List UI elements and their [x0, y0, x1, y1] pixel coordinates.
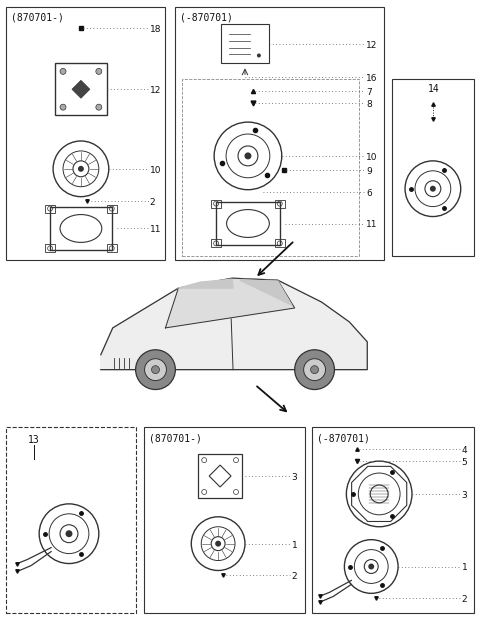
Text: (870701-): (870701-): [148, 433, 202, 443]
Text: 11: 11: [366, 221, 378, 229]
Polygon shape: [72, 81, 90, 98]
Circle shape: [78, 166, 84, 172]
Text: 14: 14: [428, 84, 440, 94]
Circle shape: [368, 564, 374, 570]
Text: 3: 3: [292, 473, 298, 482]
Bar: [6, 7, 166, 260]
Bar: [107, 205, 117, 213]
Polygon shape: [179, 279, 233, 288]
Bar: [211, 239, 221, 247]
Bar: [392, 79, 474, 256]
Circle shape: [215, 541, 221, 547]
Circle shape: [96, 68, 102, 74]
Text: (870701-): (870701-): [12, 12, 64, 23]
Bar: [6, 427, 136, 613]
Bar: [182, 79, 360, 256]
Circle shape: [144, 359, 167, 381]
Bar: [144, 427, 305, 613]
Text: 1: 1: [292, 541, 298, 549]
Text: 8: 8: [366, 100, 372, 109]
Bar: [275, 200, 285, 208]
Polygon shape: [240, 280, 292, 305]
Text: 11: 11: [150, 226, 161, 234]
Text: 13: 13: [28, 435, 40, 445]
Bar: [275, 239, 285, 247]
Bar: [107, 244, 117, 252]
Text: 1: 1: [462, 564, 468, 572]
Bar: [45, 205, 55, 213]
Bar: [221, 24, 269, 63]
Bar: [216, 202, 280, 246]
Circle shape: [295, 350, 335, 389]
Text: 10: 10: [366, 153, 378, 162]
Circle shape: [96, 104, 102, 110]
Text: 18: 18: [150, 25, 161, 33]
Text: 2: 2: [292, 572, 297, 582]
Text: 9: 9: [366, 167, 372, 176]
Text: 2: 2: [150, 198, 155, 206]
Circle shape: [136, 350, 175, 389]
Polygon shape: [166, 278, 295, 328]
Text: (-870701): (-870701): [180, 12, 233, 23]
Circle shape: [430, 186, 436, 192]
Text: 6: 6: [366, 188, 372, 198]
Bar: [175, 7, 384, 260]
Text: (-870701): (-870701): [316, 433, 370, 443]
Text: 12: 12: [150, 86, 161, 95]
Circle shape: [257, 53, 261, 58]
Text: 5: 5: [462, 458, 468, 467]
Circle shape: [60, 68, 66, 74]
Circle shape: [152, 366, 159, 374]
Text: 7: 7: [366, 88, 372, 97]
Text: 3: 3: [462, 491, 468, 500]
Bar: [55, 63, 107, 115]
Bar: [50, 206, 112, 250]
Text: 2: 2: [462, 595, 468, 604]
Circle shape: [65, 530, 72, 537]
Bar: [312, 427, 474, 613]
Bar: [211, 200, 221, 208]
Circle shape: [244, 153, 252, 159]
Bar: [45, 244, 55, 252]
Circle shape: [60, 104, 66, 110]
Polygon shape: [101, 278, 367, 370]
Circle shape: [311, 366, 319, 374]
Text: 12: 12: [366, 40, 378, 50]
Text: 16: 16: [366, 74, 378, 83]
Circle shape: [304, 359, 325, 381]
Bar: [198, 454, 242, 498]
Text: 4: 4: [462, 446, 468, 455]
Text: 10: 10: [150, 166, 161, 175]
